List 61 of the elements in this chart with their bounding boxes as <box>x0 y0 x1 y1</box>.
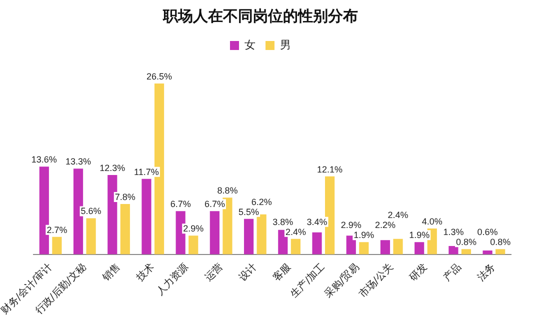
data-label: 3.4% <box>306 216 328 227</box>
data-label: 5.6% <box>80 206 102 216</box>
bar <box>256 214 266 254</box>
data-label: 5.5% <box>238 206 260 217</box>
bar <box>244 218 254 254</box>
bar <box>312 232 322 254</box>
bar <box>496 249 506 254</box>
data-label: 2.9% <box>340 220 362 230</box>
data-label: 13.3% <box>65 156 92 167</box>
x-tick-label: 法务 <box>475 261 498 284</box>
legend-label: 男 <box>280 38 291 52</box>
data-label: 0.6% <box>477 227 498 238</box>
x-tick-label: 运营 <box>202 261 226 284</box>
x-tick-label: 客服 <box>270 261 294 284</box>
data-label: 2.4% <box>285 226 306 237</box>
data-label: 11.7% <box>134 166 159 177</box>
data-label: 13.6% <box>31 154 57 165</box>
data-label: 0.8% <box>456 237 476 248</box>
bar <box>325 176 335 254</box>
data-label: 26.5% <box>146 72 172 82</box>
data-label: 1.9% <box>354 230 374 240</box>
data-label: 2.4% <box>388 210 408 220</box>
bar <box>380 240 390 254</box>
data-label: 2.9% <box>183 224 204 234</box>
bar <box>210 211 220 254</box>
bar <box>461 249 472 254</box>
bar <box>142 178 152 254</box>
data-label: 2.7% <box>46 224 68 235</box>
bar <box>120 204 130 254</box>
data-label: 8.8% <box>217 186 238 196</box>
x-tick-label: 技术 <box>133 261 157 284</box>
data-label: 6.7% <box>170 199 191 210</box>
x-tick-label: 人力资源 <box>154 261 191 298</box>
data-label: 0.8% <box>490 237 511 248</box>
data-label: 1.9% <box>409 230 430 240</box>
bar <box>39 166 49 254</box>
data-label: 3.8% <box>272 216 294 227</box>
legend-label: 女 <box>244 38 256 52</box>
bar <box>414 242 424 254</box>
bar <box>448 246 458 254</box>
data-label: 2.2% <box>374 220 396 230</box>
bar <box>176 211 186 254</box>
bar <box>482 250 492 254</box>
x-tick-label: 销售 <box>99 261 123 284</box>
chart-title: 职场人在不同岗位的性别分布 <box>162 6 358 25</box>
bar <box>359 242 369 254</box>
data-label: 12.1% <box>317 164 343 174</box>
data-label: 6.7% <box>204 199 225 210</box>
data-label: 6.2% <box>251 196 272 207</box>
bar <box>86 218 96 254</box>
x-tick-label: 产品 <box>441 261 464 284</box>
bar <box>52 236 62 254</box>
data-label: 7.8% <box>114 192 136 202</box>
data-label: 4.0% <box>422 216 442 227</box>
bar <box>188 236 198 254</box>
bar <box>290 238 300 254</box>
data-label: 1.3% <box>443 227 464 238</box>
x-tick-label: 研发 <box>408 262 430 284</box>
x-tick-label: 设计 <box>236 261 260 284</box>
bar <box>393 238 403 254</box>
data-label: 12.3% <box>100 163 126 174</box>
